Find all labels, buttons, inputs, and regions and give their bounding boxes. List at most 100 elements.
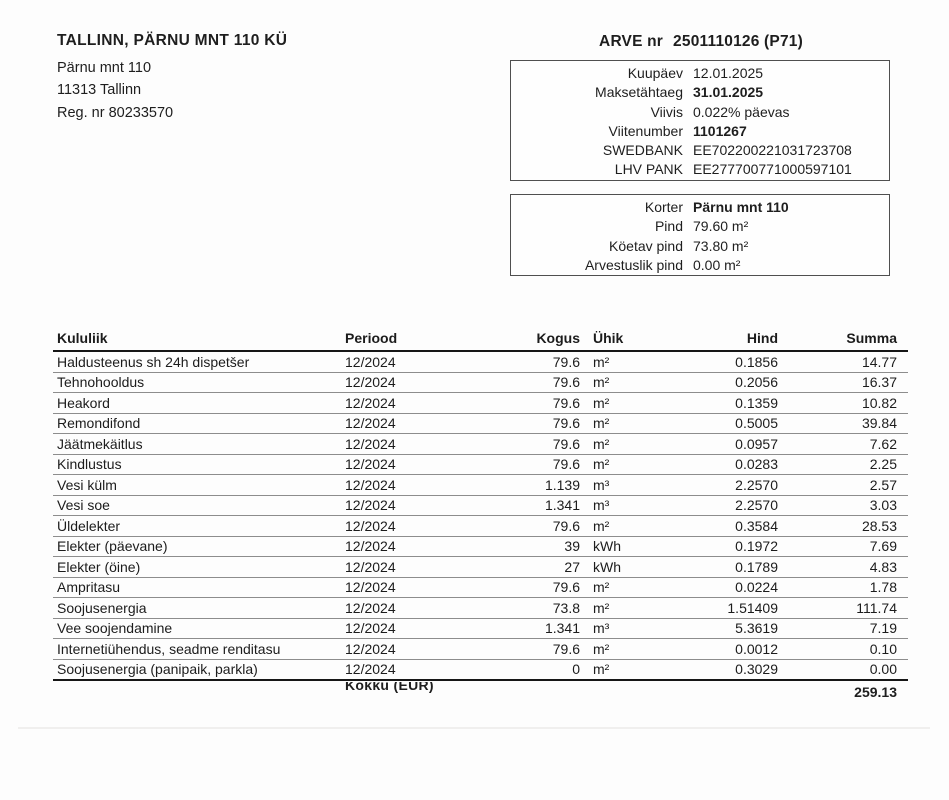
total-row: Kokku (EUR) 259.13	[53, 682, 908, 700]
charge-sum: 10.82	[782, 392, 908, 414]
detail-row-swedbank-iban: SWEDBANK EE702200221031723708	[511, 141, 889, 160]
charges-table-body: Haldusteenus sh 24h dispetšer 12/2024 79…	[53, 351, 908, 681]
charge-sum: 7.62	[782, 433, 908, 455]
charge-unit: m²	[580, 515, 643, 537]
charge-period: 12/2024	[345, 618, 518, 639]
charge-quantity: 79.6	[518, 515, 580, 537]
charge-name: Internetiühendus, seadme renditasu	[53, 638, 345, 660]
charge-name: Ampritasu	[53, 577, 345, 598]
charge-price: 5.3619	[643, 618, 782, 639]
charges-table: Kululiik Periood Kogus Ühik Hind Summa H…	[53, 330, 908, 681]
charge-row: Elekter (päevane) 12/2024 39 kWh 0.1972 …	[53, 536, 908, 557]
charge-price: 0.1972	[643, 536, 782, 557]
detail-value: 12.01.2025	[693, 65, 764, 81]
charge-sum: 7.69	[782, 536, 908, 557]
charge-unit: m³	[580, 495, 643, 516]
charge-row: Vesi soe 12/2024 1.341 m³ 2.2570 3.03	[53, 495, 908, 516]
charge-row: Ampritasu 12/2024 79.6 m² 0.0224 1.78	[53, 577, 908, 598]
charge-period: 12/2024	[345, 433, 518, 455]
charge-name: Haldusteenus sh 24h dispetšer	[53, 351, 345, 373]
charge-name: Soojusenergia (panipaik, parkla)	[53, 659, 345, 681]
invoice-title-label: ARVE nr	[599, 33, 664, 50]
column-header-hind: Hind	[643, 330, 782, 352]
charge-price: 0.0224	[643, 577, 782, 598]
charge-name: Üldelekter	[53, 515, 345, 537]
charges-table-header-row: Kululiik Periood Kogus Ühik Hind Summa	[53, 330, 908, 352]
charge-row: Vee soojendamine 12/2024 1.341 m³ 5.3619…	[53, 618, 908, 639]
property-label: Arvestuslik pind	[584, 256, 683, 273]
detail-value: 31.01.2025	[693, 84, 764, 101]
charge-quantity: 79.6	[518, 372, 580, 393]
charge-quantity: 39	[518, 536, 580, 557]
charge-quantity: 79.6	[518, 454, 580, 475]
charge-quantity: 79.6	[518, 638, 580, 660]
charge-row: Kindlustus 12/2024 79.6 m² 0.0283 2.25	[53, 454, 908, 475]
charge-row: Elekter (öine) 12/2024 27 kWh 0.1789 4.8…	[53, 556, 908, 578]
charge-period: 12/2024	[345, 413, 518, 434]
charge-row: Jäätmekäitlus 12/2024 79.6 m² 0.0957 7.6…	[53, 433, 908, 455]
total-label-wrap: Kokku (EUR)	[345, 682, 434, 697]
charge-quantity: 79.6	[518, 392, 580, 414]
charge-sum: 3.03	[782, 495, 908, 516]
charge-unit: m²	[580, 597, 643, 619]
charge-sum: 16.37	[782, 372, 908, 393]
charge-name: Vesi soe	[53, 495, 345, 516]
charge-name: Elekter (öine)	[53, 556, 345, 578]
charge-name: Vee soojendamine	[53, 618, 345, 639]
charge-sum: 0.00	[782, 659, 908, 681]
charge-period: 12/2024	[345, 351, 518, 373]
sender-name: TALLINN, PÄRNU MNT 110 KÜ	[57, 32, 288, 49]
charge-price: 0.3029	[643, 659, 782, 681]
charge-sum: 0.10	[782, 638, 908, 660]
charge-name: Kindlustus	[53, 454, 345, 475]
detail-value: 1101267	[693, 122, 747, 139]
charge-name: Vesi külm	[53, 474, 345, 496]
charge-unit: kWh	[580, 556, 643, 578]
column-header-summa: Summa	[782, 330, 908, 352]
charge-row: Tehnohooldus 12/2024 79.6 m² 0.2056 16.3…	[53, 372, 908, 393]
payment-details-box: Kuupäev 12.01.2025 Maksetähtaeg 31.01.20…	[510, 60, 890, 181]
charge-unit: m³	[580, 474, 643, 496]
property-value: 0.00 m²	[693, 256, 741, 273]
charge-price: 0.1856	[643, 351, 782, 373]
charge-period: 12/2024	[345, 536, 518, 557]
charge-unit: m³	[580, 618, 643, 639]
charge-price: 0.1359	[643, 392, 782, 414]
charge-period: 12/2024	[345, 515, 518, 537]
property-row-arvestuslik-pind: Arvestuslik pind 0.00 m²	[511, 256, 889, 275]
charge-period: 12/2024	[345, 495, 518, 516]
charge-quantity: 73.8	[518, 597, 580, 619]
charge-period: 12/2024	[345, 577, 518, 598]
property-value: 79.60 m²	[693, 218, 749, 235]
charge-price: 0.3584	[643, 515, 782, 537]
charge-sum: 2.57	[782, 474, 908, 496]
property-details-box: Korter Pärnu mnt 110 Pind 79.60 m² Köeta…	[510, 194, 890, 276]
property-label: Pind	[654, 218, 683, 235]
charge-name: Remondifond	[53, 413, 345, 434]
detail-label: Kuupäev	[627, 65, 683, 81]
detail-label: Viivis	[650, 103, 683, 120]
sender-address-line-1: Pärnu mnt 110	[57, 59, 152, 76]
charge-row: Internetiühendus, seadme renditasu 12/20…	[53, 638, 908, 660]
charge-sum: 7.19	[782, 618, 908, 639]
charge-period: 12/2024	[345, 372, 518, 393]
charge-unit: m²	[580, 638, 643, 660]
charge-price: 1.51409	[643, 597, 782, 619]
charge-row: Üldelekter 12/2024 79.6 m² 0.3584 28.53	[53, 515, 908, 537]
charge-period: 12/2024	[345, 556, 518, 578]
column-header-periood: Periood	[345, 330, 518, 352]
charge-name: Heakord	[53, 392, 345, 414]
charge-period: 12/2024	[345, 659, 518, 681]
detail-label: LHV PANK	[614, 161, 683, 178]
charge-quantity: 79.6	[518, 433, 580, 455]
charge-price: 0.1789	[643, 556, 782, 578]
charge-name: Elekter (päevane)	[53, 536, 345, 557]
charge-sum: 14.77	[782, 351, 908, 373]
property-row-koetav-pind: Köetav pind 73.80 m²	[511, 237, 889, 256]
property-value: Pärnu mnt 110	[693, 199, 789, 215]
charge-row: Remondifond 12/2024 79.6 m² 0.5005 39.84	[53, 413, 908, 434]
charges-section: Kululiik Periood Kogus Ühik Hind Summa H…	[53, 330, 908, 700]
detail-label: Maksetähtaeg	[595, 84, 683, 101]
charge-price: 0.2056	[643, 372, 782, 393]
charge-unit: m²	[580, 372, 643, 393]
